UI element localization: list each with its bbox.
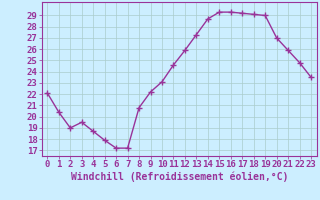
X-axis label: Windchill (Refroidissement éolien,°C): Windchill (Refroidissement éolien,°C) [70,172,288,182]
